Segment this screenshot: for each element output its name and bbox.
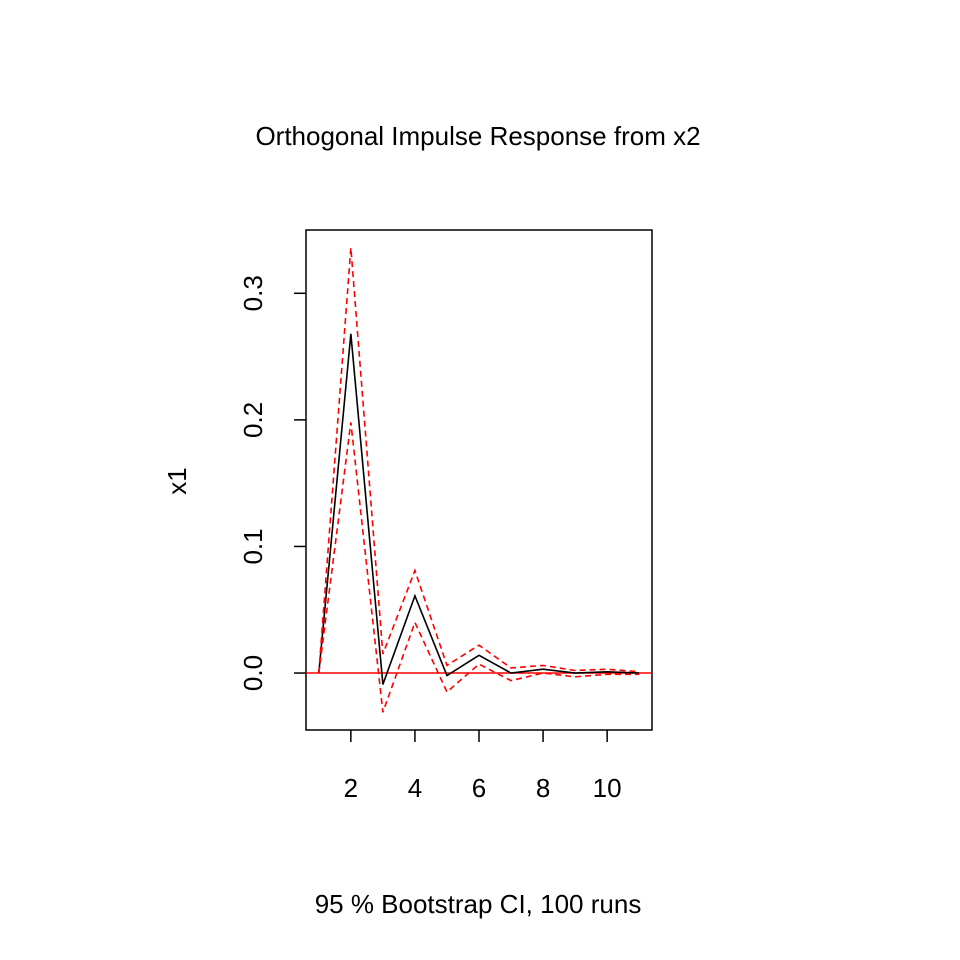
y-tick-label: 0.2 <box>238 402 268 438</box>
y-tick-label: 0.0 <box>238 655 268 691</box>
chart-title: Orthogonal Impulse Response from x2 <box>255 121 700 151</box>
y-tick-label: 0.1 <box>238 528 268 564</box>
plot-layer: 2 4 6 8 10 0.0 0.1 0.2 0.3 <box>238 229 653 803</box>
x-tick-label: 10 <box>593 773 622 803</box>
ci-upper-line <box>318 247 640 674</box>
x-tick-label: 6 <box>472 773 486 803</box>
impulse-response-line <box>318 333 640 685</box>
x-tick-label: 4 <box>408 773 422 803</box>
y-axis-label: x1 <box>162 467 192 494</box>
y-tick-label: 0.3 <box>238 275 268 311</box>
x-tick-label: 2 <box>344 773 358 803</box>
x-tick-label: 8 <box>536 773 550 803</box>
x-axis-label: 95 % Bootstrap CI, 100 runs <box>315 889 642 919</box>
ci-lower-line <box>318 422 640 713</box>
